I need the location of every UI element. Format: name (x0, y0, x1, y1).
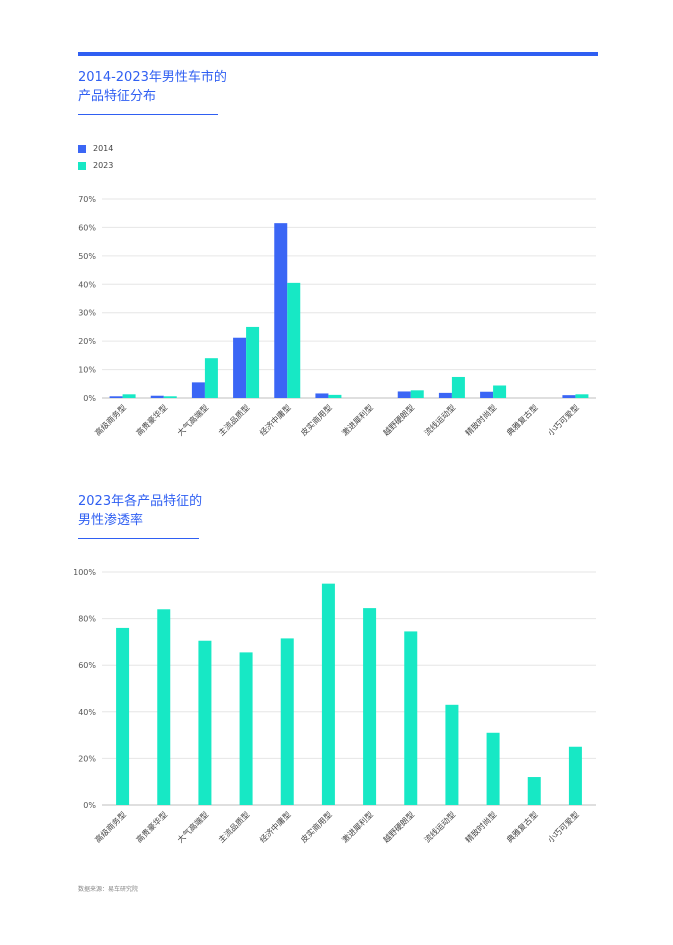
bar (109, 396, 123, 398)
chart-2-title: 2023年各产品特征的 男性渗透率 (78, 494, 203, 528)
x-category-label: 大气高端型 (175, 809, 210, 844)
chart-2-title-underline (78, 538, 199, 539)
legend-swatch-2023 (78, 161, 86, 170)
legend-swatch-2014 (78, 144, 86, 153)
y-tick-label: 50% (78, 252, 96, 261)
y-tick-label: 40% (78, 280, 96, 289)
bar (246, 326, 260, 398)
chart-1-title-underline (78, 114, 218, 115)
bar (486, 732, 500, 805)
chart-1-legend: 2014 2023 (78, 140, 113, 174)
x-category-label: 激进犀利型 (340, 809, 375, 844)
bar (410, 390, 424, 398)
y-tick-label: 100% (73, 568, 96, 577)
legend-label-2014: 2014 (93, 144, 114, 153)
legend-label-2023: 2023 (93, 161, 114, 170)
bar (274, 223, 288, 398)
x-category-label: 高级商务型 (93, 809, 128, 844)
bar (363, 608, 377, 805)
x-category-label: 流线运动型 (422, 809, 457, 844)
bar (328, 394, 342, 398)
data-source-note: 数据来源：易车研究院 (78, 886, 139, 893)
y-tick-label: 40% (78, 708, 96, 717)
x-category-label: 精致时尚型 (463, 809, 498, 844)
bar (150, 395, 164, 398)
bar (239, 652, 253, 805)
bar (287, 282, 301, 398)
bar (568, 746, 582, 805)
chart-1-title: 2014-2023年男性车市的 产品特征分布 (78, 70, 227, 104)
bar (122, 394, 136, 398)
bar (116, 627, 130, 805)
bar (204, 358, 218, 398)
y-tick-label: 0% (83, 394, 96, 403)
bar (480, 391, 494, 398)
x-category-label: 高贵豪华型 (134, 809, 169, 844)
bar (438, 392, 452, 398)
y-tick-label: 0% (83, 801, 96, 810)
bar (493, 385, 507, 398)
y-tick-label: 60% (78, 661, 96, 670)
x-category-label: 典雅复古型 (504, 809, 539, 844)
x-category-label: 小巧可爱型 (546, 810, 581, 845)
bar (157, 609, 171, 805)
bar (445, 704, 459, 805)
top-accent-bar (78, 52, 598, 56)
bar (527, 777, 541, 805)
x-category-label: 经济中庸型 (257, 809, 292, 844)
y-tick-label: 60% (78, 223, 96, 232)
y-tick-label: 20% (78, 754, 96, 763)
y-tick-label: 30% (78, 309, 96, 318)
legend-item-2014: 2014 (78, 140, 113, 157)
bar (451, 376, 465, 398)
y-tick-label: 70% (78, 195, 96, 204)
bar (404, 631, 418, 805)
x-category-label: 皮实商用型 (298, 809, 333, 844)
y-tick-label: 80% (78, 615, 96, 624)
bar (233, 337, 247, 398)
bar (315, 393, 329, 398)
bar (321, 583, 335, 805)
bar (397, 391, 411, 398)
bar (191, 382, 205, 398)
bar (280, 638, 294, 805)
bar (198, 640, 212, 805)
y-tick-label: 20% (78, 337, 96, 346)
x-category-label: 主流品质型 (216, 809, 251, 844)
legend-item-2023: 2023 (78, 157, 113, 174)
bar (575, 394, 589, 398)
y-tick-label: 10% (78, 366, 96, 375)
chart-1-plot: 0%10%20%30%40%50%60%70%高级商务型 高贵豪华型 大气高端型 主流… (78, 195, 596, 438)
bar (562, 395, 576, 398)
bar (163, 396, 177, 398)
x-category-label: 越野硬朗型 (381, 809, 416, 844)
